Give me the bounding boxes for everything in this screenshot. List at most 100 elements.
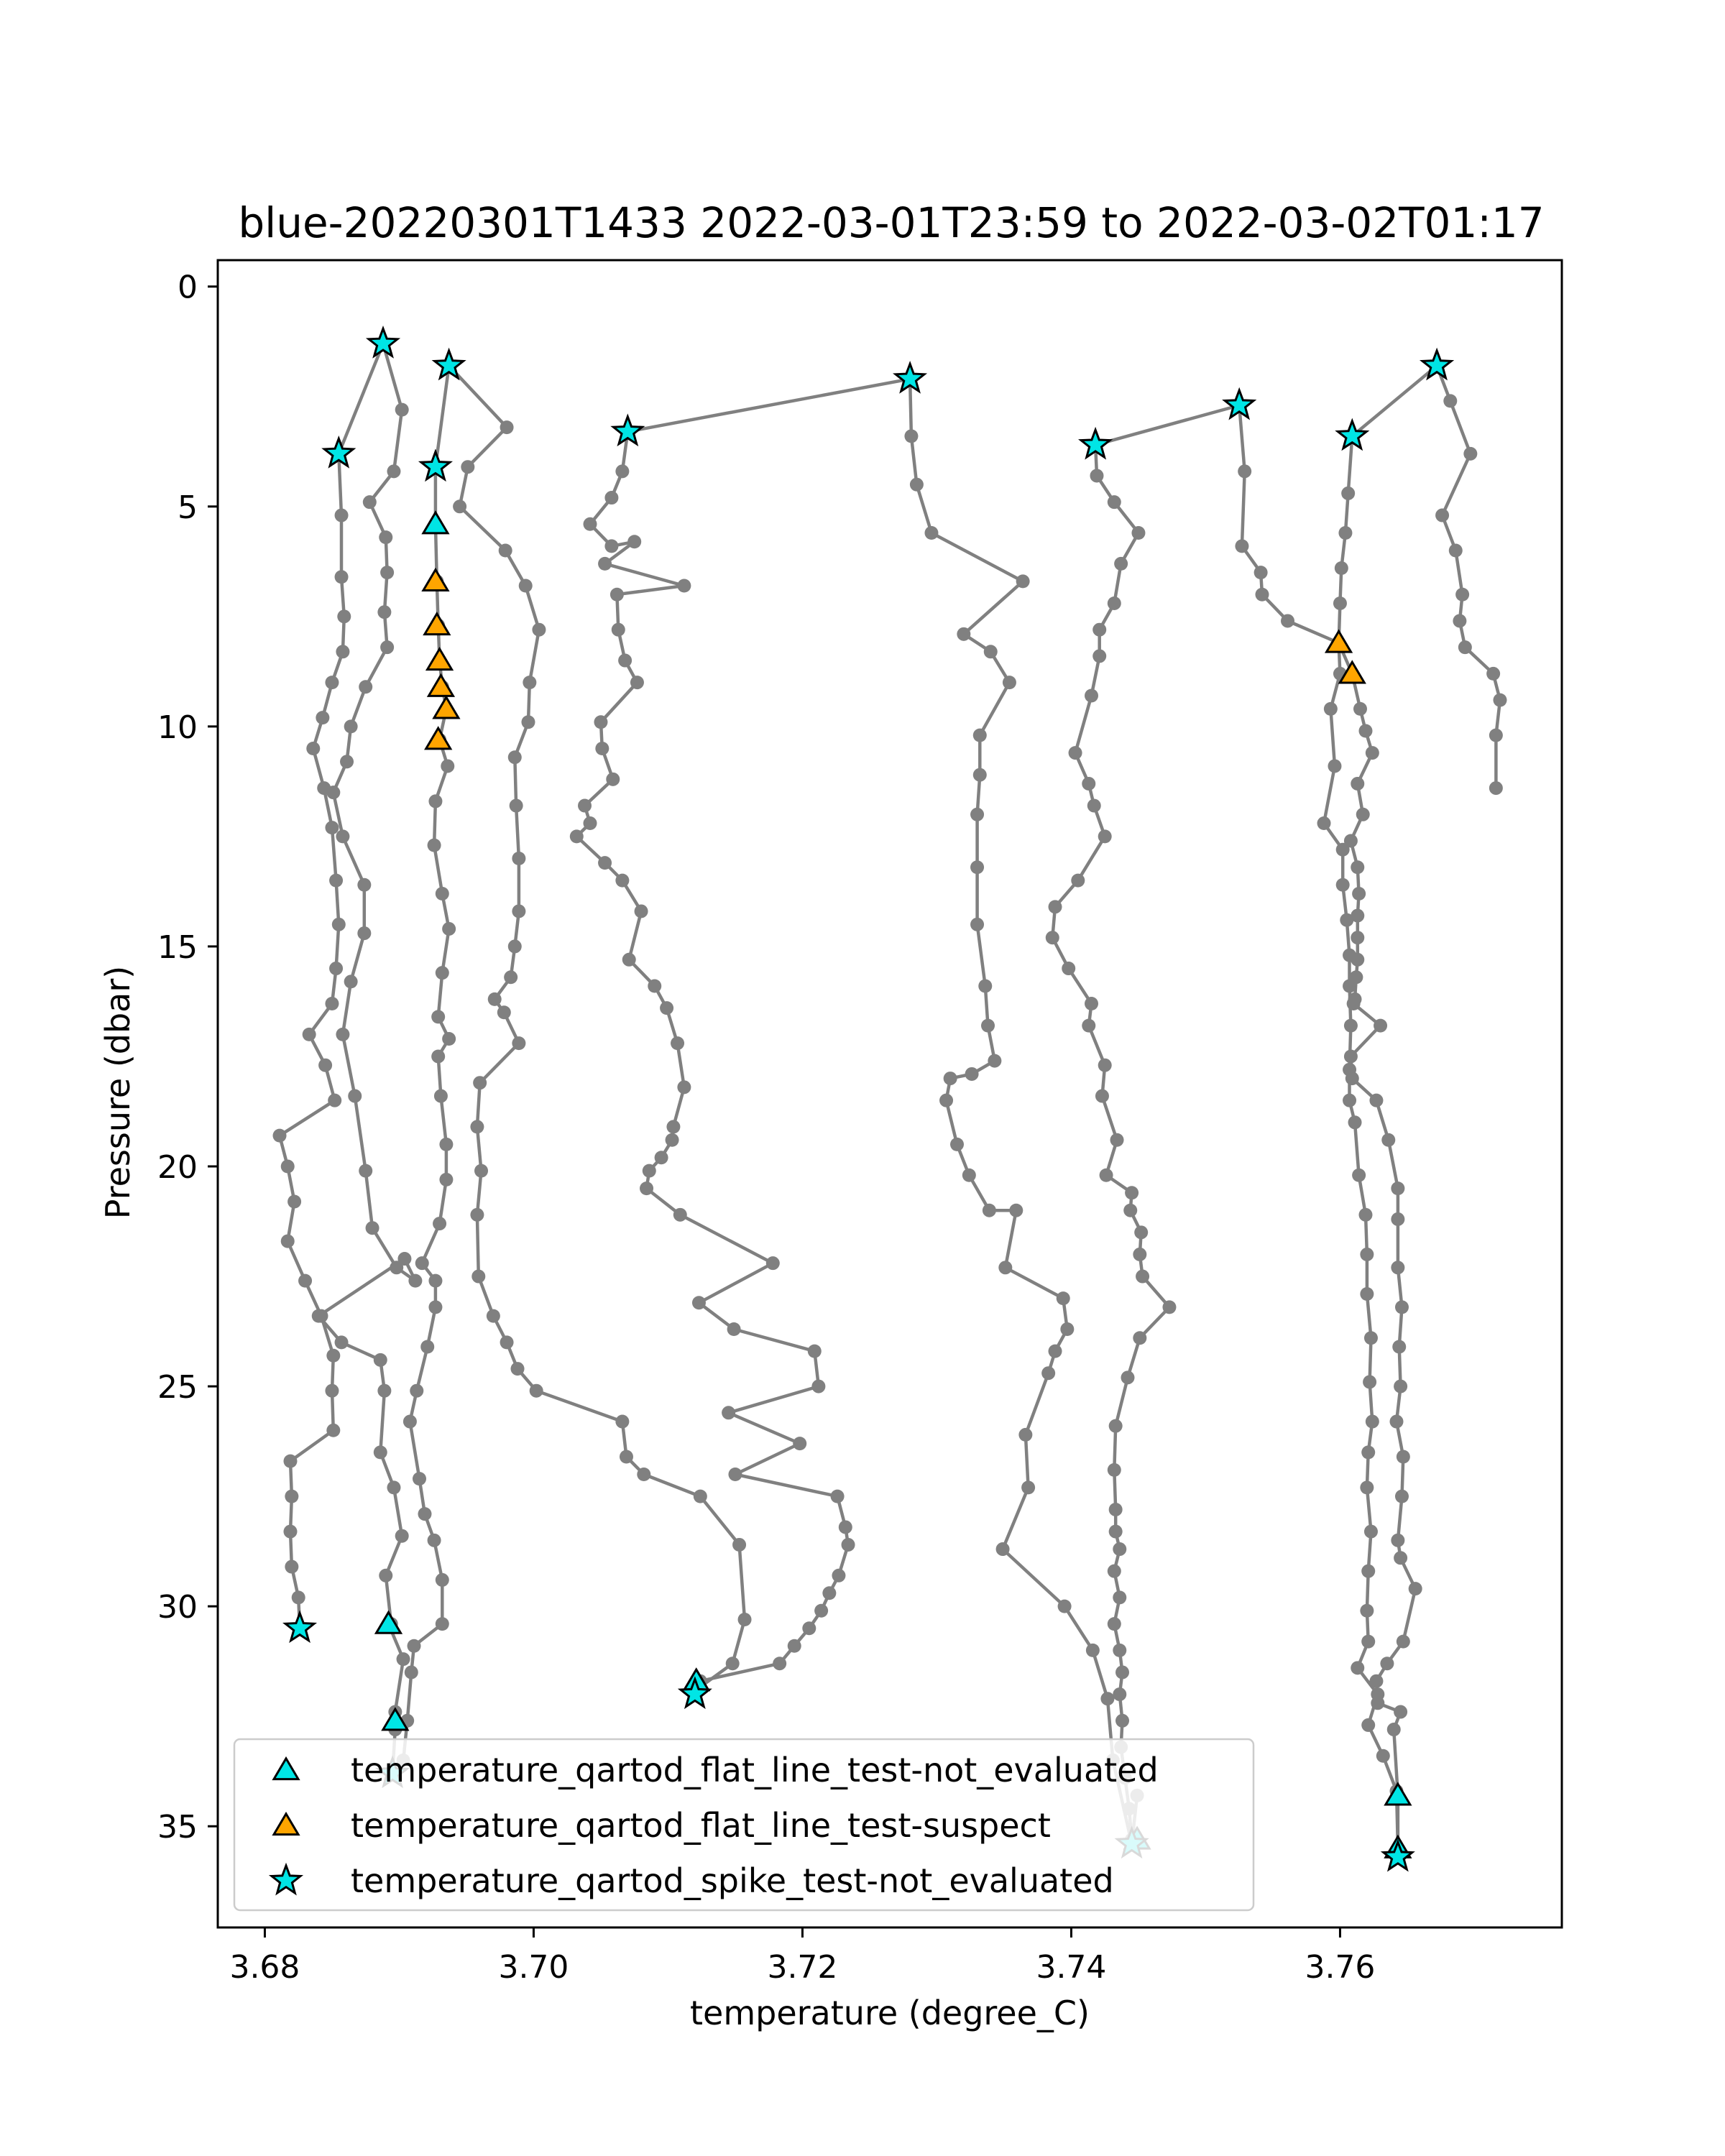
- profile-point: [642, 1164, 656, 1178]
- profile-point: [1391, 1181, 1405, 1196]
- profile-point: [1113, 1590, 1127, 1605]
- profile-point: [1363, 1331, 1378, 1345]
- spike-marker: [1380, 1838, 1415, 1872]
- profile-point: [435, 966, 449, 980]
- profile-points: [272, 336, 1507, 1860]
- profile-point: [1352, 886, 1366, 900]
- profile-point: [671, 1036, 685, 1051]
- profile-point: [473, 1076, 487, 1090]
- profile-point: [1394, 1705, 1408, 1719]
- profile-point: [428, 1300, 443, 1314]
- profile-point: [615, 873, 630, 888]
- profile-point: [428, 794, 443, 808]
- profile-point: [939, 1093, 954, 1107]
- profile-point: [1338, 526, 1353, 540]
- profile-point: [442, 921, 456, 936]
- profile-point: [1009, 1203, 1024, 1217]
- profile-point: [595, 741, 610, 755]
- profile-point: [909, 477, 924, 492]
- profile-point: [830, 1489, 845, 1503]
- profile-point: [1361, 1718, 1376, 1732]
- profile-point: [334, 1335, 349, 1350]
- profile-point: [1361, 1564, 1376, 1578]
- spike-marker: [1222, 387, 1257, 420]
- profile-point: [1100, 1692, 1115, 1706]
- profile-point: [1365, 1414, 1379, 1429]
- profile-point: [1018, 1427, 1033, 1442]
- profile-point: [1162, 1300, 1177, 1314]
- profile-point: [1235, 539, 1249, 553]
- profile-point: [470, 1120, 484, 1134]
- profile-point: [832, 1568, 846, 1583]
- profile-point: [334, 508, 349, 522]
- profile-point: [1071, 873, 1085, 888]
- profile-point: [618, 653, 632, 668]
- profile-point: [509, 798, 523, 813]
- x-axis-ticks: 3.68 3.70 3.72 3.74 3.76: [229, 1927, 1375, 1986]
- profile-point: [404, 1665, 418, 1680]
- profile-point: [807, 1344, 822, 1358]
- profile-point: [722, 1406, 736, 1420]
- profile-point: [814, 1603, 829, 1618]
- profile-point: [640, 1181, 654, 1196]
- profile-point: [983, 645, 998, 659]
- profile-point: [1343, 1093, 1357, 1107]
- profile-point: [1057, 1599, 1072, 1613]
- qc-markers: [282, 326, 1455, 1872]
- profile-point: [521, 715, 535, 729]
- profile-point: [802, 1621, 816, 1636]
- profile-point: [1394, 1489, 1409, 1503]
- profile-point: [331, 917, 346, 931]
- flat-line-marker: [425, 646, 454, 671]
- profile-point: [732, 1537, 747, 1552]
- profile-point: [1335, 842, 1350, 857]
- profile-point: [693, 1489, 707, 1503]
- x-axis-label: temperature (degree_C): [690, 1994, 1090, 2032]
- profile-point: [970, 917, 985, 931]
- profile-point: [1134, 1225, 1149, 1240]
- profile-point: [380, 566, 395, 580]
- profile-point: [793, 1437, 807, 1451]
- legend-entry-label: temperature_qartod_flat_line_test-not_ev…: [351, 1751, 1159, 1789]
- profile-point: [1098, 829, 1112, 844]
- profile-point: [943, 1072, 957, 1086]
- profile-point: [1351, 931, 1365, 945]
- profile-point: [1380, 1657, 1394, 1671]
- profile-point: [1334, 561, 1348, 575]
- profile-point: [318, 1058, 333, 1072]
- profile-point: [1092, 649, 1107, 663]
- profile-point: [677, 1080, 691, 1095]
- profile-point: [822, 1586, 837, 1600]
- spike-marker: [431, 347, 466, 381]
- profile-point: [380, 640, 395, 655]
- profile-point: [316, 711, 330, 725]
- x-tick-label: 3.72: [767, 1949, 837, 1986]
- profile-point: [285, 1560, 299, 1574]
- profile-point: [433, 1217, 447, 1231]
- profile-point: [594, 715, 608, 729]
- profile-point: [390, 1261, 404, 1275]
- profile-point: [529, 1383, 543, 1398]
- profile-point: [1351, 908, 1365, 923]
- profile-point: [357, 926, 372, 941]
- profile-point: [1133, 1247, 1147, 1261]
- profile-point: [665, 1133, 679, 1147]
- profile-point: [1060, 1322, 1075, 1336]
- profile-point: [1343, 1018, 1358, 1033]
- profile-point: [981, 1018, 995, 1033]
- profile-point: [1343, 1049, 1358, 1064]
- profile-point: [1082, 776, 1096, 791]
- profile-point: [970, 807, 985, 821]
- profile-point: [472, 1269, 486, 1284]
- profile-point: [737, 1613, 752, 1627]
- profile-point: [325, 1383, 339, 1398]
- plot-frame: [216, 259, 1563, 1929]
- profile-point: [725, 1657, 740, 1671]
- profile-point: [280, 1159, 295, 1174]
- profile-point: [1254, 566, 1268, 580]
- profile-point: [329, 962, 344, 976]
- y-tick-label: 0: [178, 270, 198, 306]
- x-tick-label: 3.70: [498, 1949, 569, 1986]
- profile-point: [1238, 464, 1252, 479]
- profile-point: [500, 1335, 514, 1350]
